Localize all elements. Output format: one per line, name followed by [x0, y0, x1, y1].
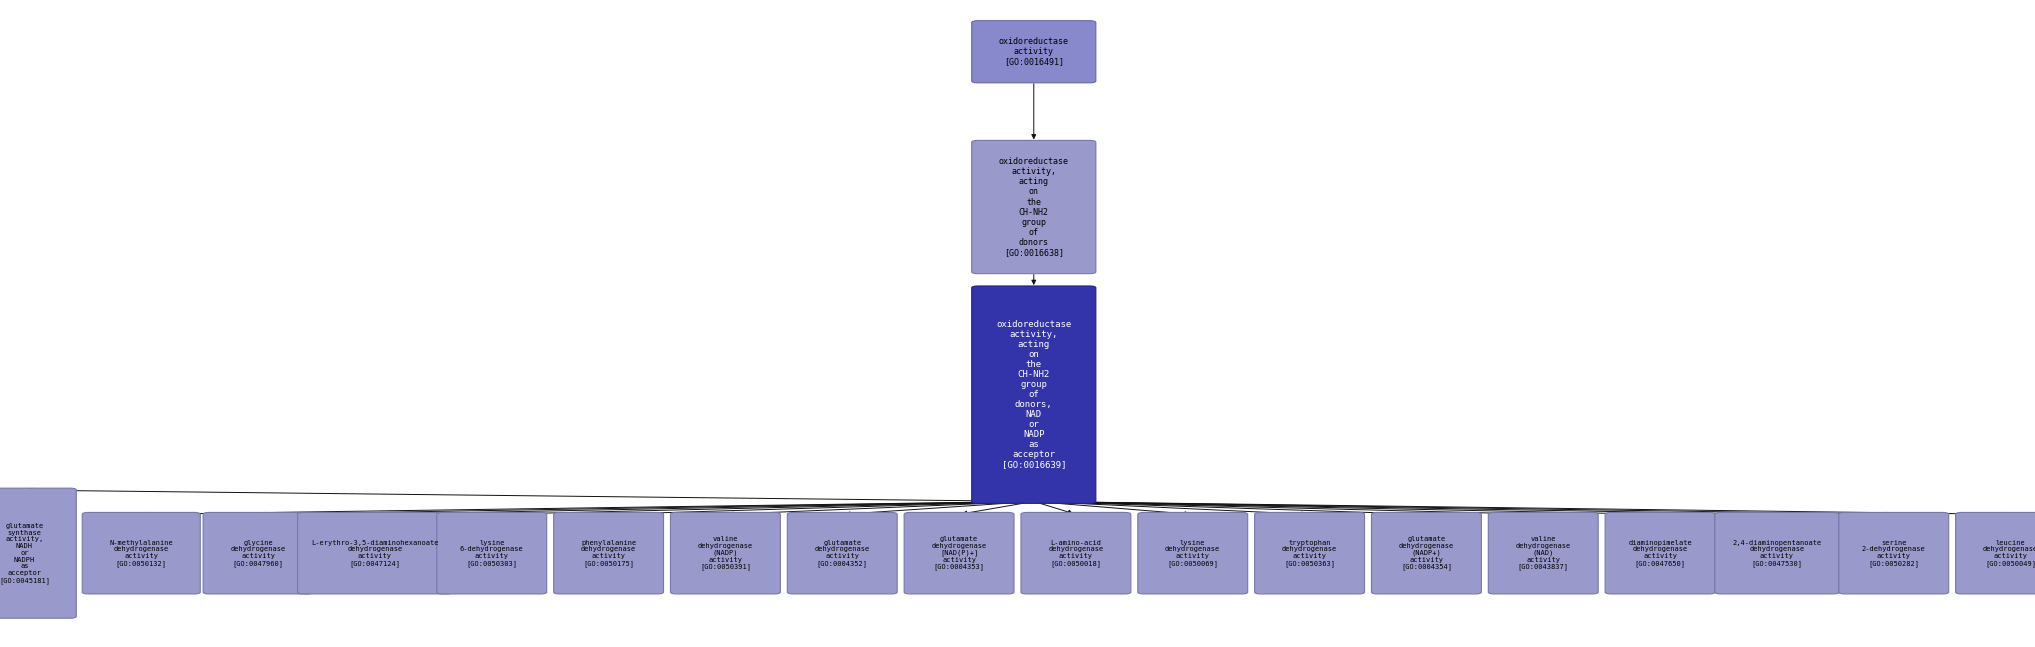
FancyBboxPatch shape — [1606, 512, 1716, 594]
FancyBboxPatch shape — [788, 512, 897, 594]
Text: phenylalanine
dehydrogenase
activity
[GO:0050175]: phenylalanine dehydrogenase activity [GO… — [580, 540, 637, 567]
FancyBboxPatch shape — [204, 512, 313, 594]
Text: lysine
dehydrogenase
activity
[GO:0050069]: lysine dehydrogenase activity [GO:005006… — [1166, 540, 1221, 567]
FancyBboxPatch shape — [1372, 512, 1481, 594]
Text: glutamate
dehydrogenase
(NADP+)
activity
[GO:0004354]: glutamate dehydrogenase (NADP+) activity… — [1398, 536, 1455, 570]
Text: valine
dehydrogenase
(NAD)
activity
[GO:0043837]: valine dehydrogenase (NAD) activity [GO:… — [1516, 536, 1571, 570]
Text: oxidoreductase
activity
[GO:0016491]: oxidoreductase activity [GO:0016491] — [999, 38, 1068, 66]
Text: glutamate
dehydrogenase
activity
[GO:0004352]: glutamate dehydrogenase activity [GO:000… — [814, 540, 869, 567]
Text: tryptophan
dehydrogenase
activity
[GO:0050363]: tryptophan dehydrogenase activity [GO:00… — [1282, 540, 1337, 567]
FancyBboxPatch shape — [973, 140, 1095, 274]
FancyBboxPatch shape — [973, 286, 1095, 503]
FancyBboxPatch shape — [81, 512, 199, 594]
Text: 2,4-diaminopentanoate
dehydrogenase
activity
[GO:0047530]: 2,4-diaminopentanoate dehydrogenase acti… — [1732, 540, 1821, 567]
FancyBboxPatch shape — [297, 512, 452, 594]
FancyBboxPatch shape — [973, 21, 1095, 83]
FancyBboxPatch shape — [670, 512, 779, 594]
Text: oxidoreductase
activity,
acting
on
the
CH-NH2
group
of
donors,
NAD
or
NADP
as
ac: oxidoreductase activity, acting on the C… — [997, 320, 1070, 470]
Text: leucine
dehydrogenase
activity
[GO:0050049]: leucine dehydrogenase activity [GO:00500… — [1982, 540, 2035, 567]
Text: N-methylalanine
dehydrogenase
activity
[GO:0050132]: N-methylalanine dehydrogenase activity [… — [110, 540, 173, 567]
FancyBboxPatch shape — [0, 488, 77, 619]
FancyBboxPatch shape — [1488, 512, 1597, 594]
Text: oxidoreductase
activity,
acting
on
the
CH-NH2
group
of
donors
[GO:0016638]: oxidoreductase activity, acting on the C… — [999, 157, 1068, 257]
Text: diaminopimelate
dehydrogenase
activity
[GO:0047650]: diaminopimelate dehydrogenase activity [… — [1628, 540, 1691, 567]
Text: serine
2-dehydrogenase
activity
[GO:0050282]: serine 2-dehydrogenase activity [GO:0050… — [1862, 540, 1925, 567]
FancyBboxPatch shape — [1022, 512, 1131, 594]
Text: L-amino-acid
dehydrogenase
activity
[GO:0050018]: L-amino-acid dehydrogenase activity [GO:… — [1048, 540, 1103, 567]
FancyBboxPatch shape — [438, 512, 547, 594]
FancyBboxPatch shape — [904, 512, 1013, 594]
Text: glutamate
synthase
activity,
NADH
or
NADPH
as
acceptor
[GO:0045181]: glutamate synthase activity, NADH or NAD… — [0, 523, 51, 584]
FancyBboxPatch shape — [554, 512, 663, 594]
Text: glutamate
dehydrogenase
[NAD(P)+]
activity
[GO:0004353]: glutamate dehydrogenase [NAD(P)+] activi… — [932, 536, 987, 571]
FancyBboxPatch shape — [1956, 512, 2035, 594]
FancyBboxPatch shape — [1256, 512, 1365, 594]
FancyBboxPatch shape — [1716, 512, 1840, 594]
FancyBboxPatch shape — [1840, 512, 1950, 594]
Text: glycine
dehydrogenase
activity
[GO:0047960]: glycine dehydrogenase activity [GO:00479… — [230, 540, 285, 567]
Text: lysine
6-dehydrogenase
activity
[GO:0050303]: lysine 6-dehydrogenase activity [GO:0050… — [460, 540, 523, 567]
FancyBboxPatch shape — [1138, 512, 1247, 594]
Text: L-erythro-3,5-diaminohexanoate
dehydrogenase
activity
[GO:0047124]: L-erythro-3,5-diaminohexanoate dehydroge… — [311, 540, 440, 567]
Text: valine
dehydrogenase
(NADP)
activity
[GO:0050391]: valine dehydrogenase (NADP) activity [GO… — [698, 536, 753, 570]
